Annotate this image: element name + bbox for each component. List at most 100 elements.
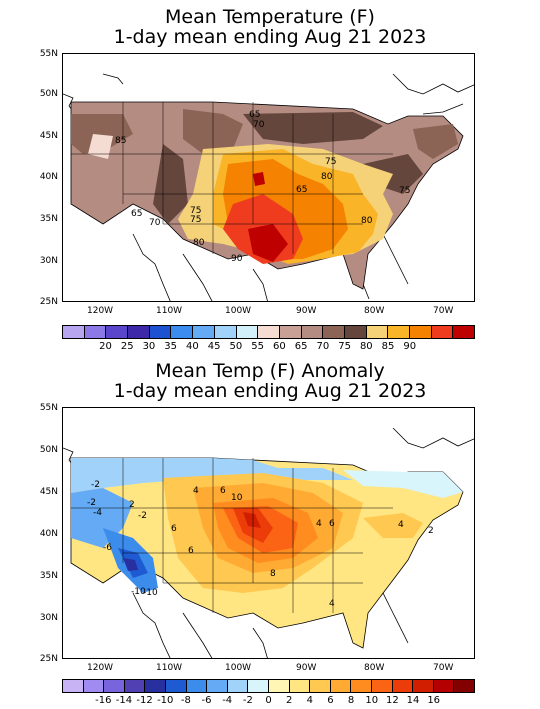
colorbar-swatch [289, 680, 311, 692]
colorbar-swatch [433, 680, 455, 692]
colorbar-swatch [371, 680, 393, 692]
colorbar-label: 55 [251, 341, 264, 352]
contour-label: 2 [129, 500, 135, 510]
top-lat-label: 35N [39, 214, 58, 224]
colorbar-label: -2 [242, 695, 253, 706]
colorbar-label: 90 [403, 341, 417, 352]
bottom-lat-label: 35N [39, 571, 58, 581]
contour-label: 6 [220, 486, 226, 496]
colorbar-label: 35 [164, 341, 178, 352]
bottom-lat-label: 50N [39, 445, 58, 455]
contour-label: -10 [143, 588, 158, 598]
contour-label: -2 [91, 480, 100, 490]
colorbar-label: 20 [99, 341, 112, 352]
colorbar-swatch [410, 326, 432, 338]
contour-label: 80 [193, 238, 205, 248]
contour-label: 6 [188, 546, 194, 556]
colorbar-label: 60 [272, 341, 286, 352]
top-lon-label: 120W [87, 306, 114, 316]
colorbar-label: 12 [386, 695, 399, 706]
bottom-lat-label: 45N [39, 487, 58, 497]
contour-label: 85 [115, 136, 127, 146]
colorbar-swatch [186, 680, 208, 692]
contour-label: -10 [131, 587, 146, 597]
colorbar-swatch [193, 326, 215, 338]
colorbar-label: -14 [115, 695, 133, 706]
contour-label: 75 [325, 157, 337, 167]
contour-label: 2 [428, 526, 434, 536]
contour-label: 75 [190, 206, 202, 216]
colorbar-label: 6 [327, 695, 334, 706]
top-lon-label: 70W [433, 306, 454, 316]
colorbar-label: 30 [142, 341, 156, 352]
bottom-colorbar [62, 679, 475, 693]
colorbar-swatch [323, 326, 345, 338]
contour-label: 70 [253, 120, 265, 130]
top-title-line2: 1-day mean ending Aug 21 2023 [113, 26, 427, 48]
colorbar-swatch [268, 680, 290, 692]
contour-label: 75 [190, 215, 202, 225]
bottom-lon-label: 120W [87, 663, 114, 673]
contour-label: 80 [321, 172, 333, 182]
contour-label: 4 [329, 599, 335, 609]
colorbar-swatch [351, 680, 372, 692]
top-lat-label: 30N [39, 256, 58, 266]
colorbar-swatch [431, 326, 454, 338]
colorbar-label: 14 [406, 695, 420, 706]
colorbar-swatch [128, 326, 150, 338]
colorbar-label: -12 [136, 695, 153, 706]
colorbar-swatch [330, 680, 352, 692]
colorbar-swatch [453, 326, 475, 338]
colorbar-swatch [366, 326, 389, 338]
colorbar-swatch [214, 326, 237, 338]
top-lat-label: 45N [39, 131, 58, 141]
contour-label: 65 [296, 185, 308, 195]
contour-label: 10 [231, 493, 243, 503]
contour-label: 6 [329, 519, 335, 529]
contour-label: -6 [103, 543, 112, 553]
bottom-map: -2 -2 -4 -2 -6 -10 -10 2 4 6 6 10 6 4 6 … [62, 407, 475, 659]
colorbar-label: 10 [365, 695, 379, 706]
colorbar-label: 65 [294, 341, 308, 352]
colorbar-label: 8 [347, 695, 355, 706]
colorbar-label: 45 [207, 341, 221, 352]
colorbar-label: -8 [180, 695, 191, 706]
colorbar-swatch [248, 680, 269, 692]
contour-label: 80 [361, 216, 373, 226]
colorbar-label: 4 [306, 695, 313, 706]
top-map-svg [63, 73, 474, 301]
bottom-title-line2: 1-day mean ending Aug 21 2023 [113, 380, 427, 402]
contour-label: 4 [398, 520, 404, 530]
top-lon-label: 100W [225, 306, 252, 316]
contour-label: 65 [131, 209, 143, 219]
contour-label: 90 [231, 254, 243, 264]
colorbar-label: 16 [427, 695, 441, 706]
colorbar-swatch [63, 326, 85, 338]
colorbar-label: 80 [359, 341, 373, 352]
colorbar-swatch [124, 680, 146, 692]
colorbar-swatch [279, 326, 302, 338]
contour-label: -2 [138, 511, 147, 521]
colorbar-swatch [454, 680, 474, 692]
top-lon-label: 110W [156, 306, 183, 316]
colorbar-swatch [83, 680, 105, 692]
contour-label: 4 [316, 519, 322, 529]
colorbar-label: -10 [157, 695, 174, 706]
contour-label: 6 [171, 524, 177, 534]
top-lon-label: 90W [296, 306, 317, 316]
colorbar-label: -16 [95, 695, 112, 706]
contour-label: 70 [149, 218, 161, 228]
colorbar-label: 75 [338, 341, 351, 352]
colorbar-swatch [392, 680, 414, 692]
bottom-map-svg [63, 427, 474, 658]
top-title-line1: Mean Temperature (F) [165, 6, 375, 28]
bottom-lat-label: 40N [39, 529, 58, 539]
bottom-lat-label: 25N [39, 654, 58, 664]
top-colorbar [62, 325, 475, 339]
colorbar-label: 85 [381, 341, 395, 352]
colorbar-swatch [236, 326, 259, 338]
colorbar-swatch [227, 680, 249, 692]
bottom-title-line1: Mean Temp (F) Anomaly [155, 360, 385, 382]
bottom-lon-label: 110W [156, 663, 183, 673]
colorbar-swatch [149, 326, 172, 338]
